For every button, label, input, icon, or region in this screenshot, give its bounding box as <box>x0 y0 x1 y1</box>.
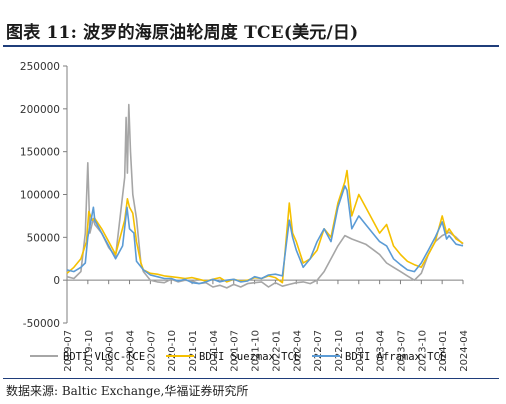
y-tick-label: -50000 <box>23 318 60 330</box>
legend-label: BDTI VLCC-TCE <box>63 351 145 363</box>
series-line-3 <box>66 185 464 285</box>
x-tick-label: 2022-10 <box>334 330 345 372</box>
x-tick-label: 2024-04 <box>459 330 470 372</box>
x-tick-label: 2022-01 <box>271 330 282 372</box>
y-tick-label: 100000 <box>20 190 60 202</box>
series-line-1 <box>66 103 464 289</box>
y-tick-label: 150000 <box>20 147 60 159</box>
x-tick-label: 2021-04 <box>209 330 220 372</box>
x-tick-label: 2020-04 <box>126 330 137 372</box>
x-tick-label: 2023-07 <box>396 330 407 372</box>
title-divider <box>3 45 499 47</box>
x-tick-label: 2021-10 <box>251 330 262 372</box>
series-layer <box>66 103 464 289</box>
source-note: 数据来源: Baltic Exchange,华福证券研究所 <box>6 384 249 398</box>
y-tick-label: 200000 <box>20 104 60 116</box>
x-tick-label: 2023-04 <box>376 330 387 372</box>
x-tick-label: 2021-01 <box>188 330 199 372</box>
x-tick-label: 2019-10 <box>84 330 95 372</box>
x-tick-label: 2024-01 <box>438 330 449 372</box>
x-tick-label: 2021-07 <box>230 330 241 372</box>
series-line-2 <box>66 169 464 284</box>
y-tick-label: 0 <box>53 275 60 287</box>
x-tick-label: 2019-07 <box>63 330 74 372</box>
chart-title: 图表 11: 波罗的海原油轮周度 TCE(美元/日) <box>6 23 359 43</box>
x-tick-label: 2020-07 <box>146 330 157 372</box>
x-tick-label: 2020-01 <box>105 330 116 372</box>
source-divider <box>3 378 499 379</box>
y-tick-label: 250000 <box>20 61 60 73</box>
legend-label: BDTI Aframax-TCE <box>345 351 446 363</box>
axes-layer: 250000200000150000100000500000-500002019… <box>20 61 470 372</box>
legend: BDTI VLCC-TCE BDTI Suezmax-TCE BDTI Aframa… <box>30 351 446 363</box>
x-tick-label: 2023-10 <box>417 330 428 372</box>
y-tick-label: 50000 <box>27 232 60 244</box>
x-tick-label: 2022-04 <box>292 330 303 372</box>
legend-label: BDTI Suezmax-TCE <box>199 351 300 363</box>
x-tick-label: 2022-07 <box>313 330 324 372</box>
x-tick-label: 2020-10 <box>167 330 178 372</box>
x-tick-label: 2023-01 <box>355 330 366 372</box>
